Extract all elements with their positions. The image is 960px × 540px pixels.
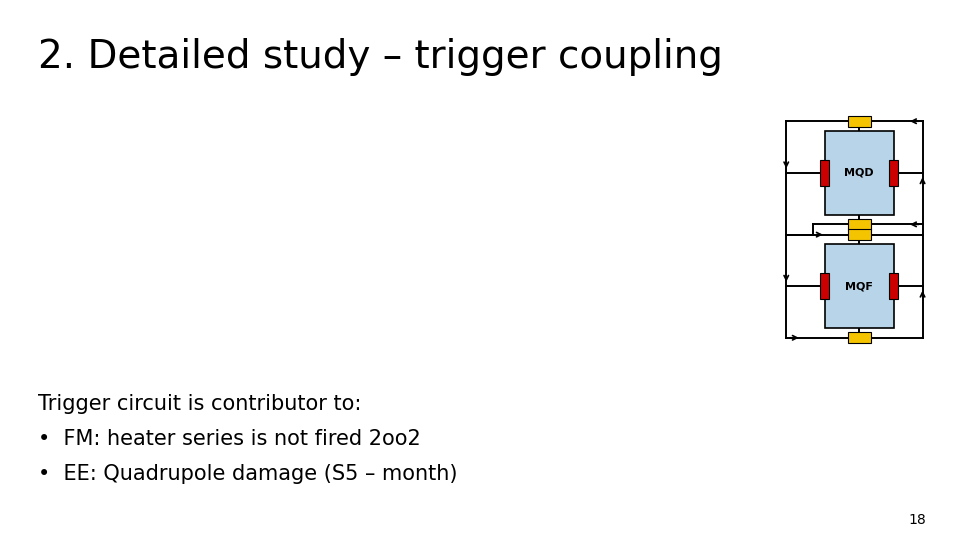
Text: •  FM: heater series is not fired 2oo2: • FM: heater series is not fired 2oo2	[38, 429, 421, 449]
Bar	[889, 160, 899, 186]
Bar	[848, 229, 871, 240]
Bar	[848, 116, 871, 126]
Text: Trigger circuit is contributor to:: Trigger circuit is contributor to:	[38, 394, 362, 414]
Text: 2. Detailed study – trigger coupling: 2. Detailed study – trigger coupling	[38, 38, 723, 76]
Bar	[825, 131, 894, 214]
Bar	[848, 332, 871, 343]
Text: MQD: MQD	[845, 168, 874, 178]
Text: MQF: MQF	[845, 281, 874, 291]
Text: 18: 18	[909, 512, 926, 526]
Bar	[825, 244, 894, 328]
Text: •  EE: Quadrupole damage (S5 – month): • EE: Quadrupole damage (S5 – month)	[38, 464, 458, 484]
Bar	[848, 219, 871, 230]
Bar	[889, 273, 899, 299]
Bar	[820, 273, 829, 299]
Bar	[820, 160, 829, 186]
